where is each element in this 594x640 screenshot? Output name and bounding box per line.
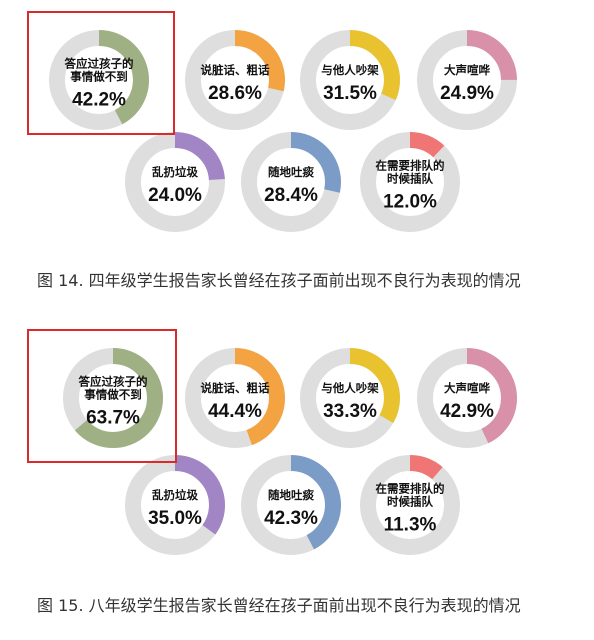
donut-item: 随地吐痰 28.4% — [241, 132, 341, 232]
donut-category-label: 乱扔垃圾 — [152, 488, 198, 502]
donut-category-label: 答应过孩子的 — [64, 57, 134, 71]
donut-category-label: 事情做不到 — [70, 70, 128, 84]
donut-item: 乱扔垃圾 24.0% — [125, 132, 225, 232]
donut-percentage-label: 24.0% — [148, 185, 202, 206]
donut-category-label: 大声喧哗 — [444, 381, 490, 395]
donut-percentage-label: 42.2% — [72, 90, 126, 111]
donut-value-arc — [241, 455, 341, 555]
donut-value-arc — [185, 348, 285, 448]
donut-item: 与他人吵架 31.5% — [300, 30, 400, 130]
donut-category-label: 乱扔垃圾 — [152, 165, 198, 179]
highlight-box — [27, 11, 175, 135]
donut-item: 大声喧哗 42.9% — [417, 348, 517, 448]
donut-value-arc — [49, 30, 149, 130]
donut-item: 与他人吵架 33.3% — [300, 348, 400, 448]
donut-value-arc — [417, 30, 517, 130]
donut-percentage-label: 31.5% — [323, 83, 377, 104]
donut-percentage-label: 33.3% — [323, 401, 377, 422]
donut-category-label: 在需要排队的 — [376, 159, 445, 173]
donut-value-arc — [185, 30, 285, 130]
figure-15-caption: 图 15. 八年级学生报告家长曾经在孩子面前出现不良行为表现的情况 — [37, 596, 521, 615]
donut-percentage-label: 11.3% — [384, 515, 437, 536]
donut-value-arc — [360, 132, 460, 232]
donut-category-label: 大声喧哗 — [444, 63, 490, 77]
donut-item: 大声喧哗 24.9% — [417, 30, 517, 130]
donut-category-label: 在需要排队的 — [376, 482, 445, 496]
donut-item: 乱扔垃圾 35.0% — [125, 455, 225, 555]
donut-category-label: 与他人吵架 — [321, 381, 379, 395]
donut-item: 随地吐痰 42.3% — [241, 455, 341, 555]
donut-value-arc — [241, 132, 341, 232]
donut-percentage-label: 12.0% — [383, 192, 437, 213]
donut-category-label: 时候插队 — [387, 172, 433, 186]
donut-category-label: 说脏话、粗话 — [201, 381, 270, 395]
figure-14-caption: 图 14. 四年级学生报告家长曾经在孩子面前出现不良行为表现的情况 — [37, 271, 521, 290]
donut-category-label: 随地吐痰 — [268, 488, 314, 502]
donut-category-label: 与他人吵架 — [321, 63, 379, 77]
donut-percentage-label: 42.9% — [440, 401, 494, 422]
donut-category-label: 事情做不到 — [84, 388, 142, 402]
donut-percentage-label: 63.7% — [86, 408, 140, 429]
donut-category-label: 说脏话、粗话 — [201, 63, 270, 77]
donut-value-arc — [63, 348, 163, 448]
donut-value-arc — [300, 30, 400, 130]
donut-percentage-label: 42.3% — [264, 508, 318, 529]
donut-category-label: 答应过孩子的 — [78, 375, 148, 389]
donut-percentage-label: 35.0% — [148, 508, 202, 529]
donut-value-arc — [360, 455, 460, 555]
donut-percentage-label: 24.9% — [440, 83, 494, 104]
donut-value-arc — [125, 132, 225, 232]
donut-value-arc — [417, 348, 517, 448]
donut-percentage-label: 28.6% — [208, 83, 262, 104]
donut-percentage-label: 28.4% — [264, 185, 318, 206]
donut-percentage-label: 44.4% — [208, 401, 262, 422]
highlight-box — [27, 329, 177, 463]
donut-category-label: 时候插队 — [387, 495, 433, 509]
donut-value-arc — [300, 348, 400, 448]
donut-category-label: 随地吐痰 — [268, 165, 314, 179]
donut-item: 说脏话、粗话 44.4% — [185, 348, 285, 448]
donut-item: 说脏话、粗话 28.6% — [185, 30, 285, 130]
